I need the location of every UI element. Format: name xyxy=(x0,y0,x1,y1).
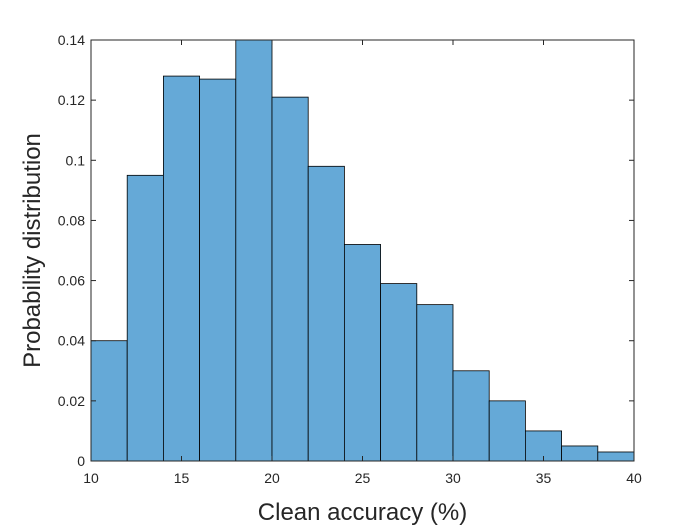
y-axis-label: Probability distribution xyxy=(19,133,46,368)
histogram-bar xyxy=(162,75,200,462)
x-tick-label: 25 xyxy=(355,470,371,486)
histogram-bar xyxy=(525,430,563,462)
histogram-bar xyxy=(416,304,454,462)
histogram-bar xyxy=(271,96,309,462)
y-tick-label: 0.14 xyxy=(58,32,85,48)
x-axis-label: Clean accuracy (%) xyxy=(258,499,467,525)
histogram-bar xyxy=(307,165,345,462)
y-tick-label: 0 xyxy=(77,453,85,469)
axes-box xyxy=(90,39,635,462)
histogram-bar xyxy=(597,451,635,462)
histogram-bar xyxy=(235,39,273,462)
y-tick-label: 0.04 xyxy=(58,333,85,349)
bars-group xyxy=(90,39,635,462)
y-tick-label: 0.1 xyxy=(66,152,86,168)
histogram-bar xyxy=(126,174,164,462)
histogram-bar xyxy=(380,283,418,462)
x-tick-label: 40 xyxy=(626,470,642,486)
y-tick-label: 0.12 xyxy=(58,92,85,108)
histogram-bar xyxy=(90,340,128,462)
y-tick-label: 0.08 xyxy=(58,212,85,228)
x-tick-label: 20 xyxy=(264,470,280,486)
y-tick-label: 0.06 xyxy=(58,273,85,289)
x-tick-label: 30 xyxy=(445,470,461,486)
histogram-bar xyxy=(452,370,490,462)
tick-labels-group: 10 15 20 25 30 35 40 0 0.02 0.04 0.06 0.08 0.1 0.12 0.… xyxy=(58,32,642,486)
histogram-bar xyxy=(561,445,599,462)
x-tick-label: 15 xyxy=(174,470,190,486)
y-tick-label: 0.02 xyxy=(58,393,85,409)
x-tick-label: 35 xyxy=(536,470,552,486)
histogram-bar xyxy=(199,78,237,462)
histogram-bar xyxy=(343,244,381,462)
x-tick-label: 10 xyxy=(83,470,99,486)
histogram-bar xyxy=(488,400,526,462)
